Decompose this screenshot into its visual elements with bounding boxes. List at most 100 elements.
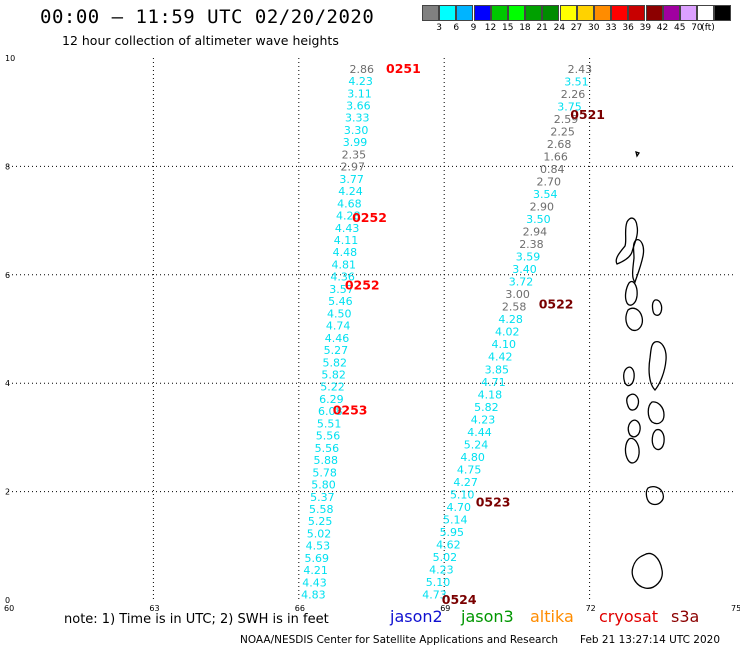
map-axes: 60 63 66 69 72 75 0 2 4 6 8 10: [4, 54, 740, 613]
island-outline: [651, 299, 663, 316]
colorbar-swatch: [508, 5, 525, 21]
wave-height-value: 3.85: [485, 363, 510, 376]
pass-time-label: 0251: [386, 61, 421, 76]
x-tick-label: 72: [586, 604, 596, 613]
wave-height-value: 2.26: [561, 88, 586, 101]
colorbar-swatch: [473, 5, 491, 21]
wave-height-value: 4.27: [453, 476, 478, 489]
x-tick-label: 60: [4, 604, 14, 613]
wave-height-value: 4.21: [303, 564, 328, 577]
colorbar-swatch: [697, 5, 715, 21]
wave-height-value: 5.10: [426, 576, 451, 589]
wave-height-value: 4.70: [446, 501, 471, 514]
wave-height-value: 4.44: [467, 426, 492, 439]
map-title: 00:00 – 11:59 UTC 02/20/2020: [40, 6, 375, 28]
x-tick-label: 66: [295, 604, 305, 613]
wave-height-value: 2.43: [568, 63, 593, 76]
wave-height-value: 3.33: [345, 112, 370, 125]
colorbar-label: 45: [674, 23, 686, 33]
colorbar-label: 12: [484, 23, 497, 33]
wave-height-value: 4.23: [471, 413, 496, 426]
wave-height-value: 5.14: [443, 513, 468, 526]
pass-time-label: 0252: [345, 278, 380, 293]
wave-height-value: 4.71: [481, 376, 506, 389]
maldives-coastline: [615, 151, 667, 589]
wave-height-value: 5.22: [320, 381, 345, 394]
colorbar-swatch: [490, 5, 508, 21]
satellite-legend-item: altika: [530, 607, 574, 626]
wave-height-value: 3.30: [344, 124, 369, 137]
wave-height-value: 5.27: [324, 344, 349, 357]
wave-height-value: 2.59: [554, 113, 579, 126]
wave-height-value: 5.69: [304, 552, 329, 565]
island-outline: [651, 428, 665, 451]
colorbar-unit: (ft): [701, 23, 715, 33]
pass-time-label: 0252: [352, 210, 387, 225]
island-outline: [631, 239, 645, 284]
wave-height-value: 4.23: [429, 564, 454, 577]
wave-height-value: 3.00: [505, 288, 530, 301]
y-tick-label: 6: [5, 271, 10, 280]
colorbar-label: 21: [536, 23, 548, 33]
colorbar-swatch: [542, 5, 560, 21]
island-outline: [631, 552, 663, 589]
wave-height-value: 2.35: [342, 148, 367, 161]
satellite-legend-item: jason3: [461, 607, 514, 626]
satellite-legend-item: cryosat: [599, 607, 659, 626]
wave-height-value: 5.02: [307, 527, 332, 540]
y-tick-label: 0: [5, 596, 10, 605]
colorbar-label: 3: [436, 23, 442, 33]
wave-height-value: 3.99: [343, 136, 368, 149]
island-outline: [624, 437, 640, 464]
x-tick-label: 69: [440, 604, 450, 613]
wave-height-value: 6.29: [319, 393, 344, 406]
colorbar-label: 9: [470, 23, 477, 33]
wave-height-value: 5.25: [308, 515, 333, 528]
credit-text: NOAA/NESDIS Center for Satellite Applica…: [240, 634, 558, 646]
colorbar-swatch: [645, 5, 663, 21]
colorbar-swatch: [611, 5, 629, 21]
wave-height-value: 3.54: [533, 188, 558, 201]
footer-note: note: 1) Time is in UTC; 2) SWH is in fe…: [64, 612, 329, 627]
wave-height-value: 5.82: [321, 369, 346, 382]
wave-height-value: 2.58: [502, 301, 527, 314]
island-outline: [626, 393, 640, 411]
wave-height-value: 0.84: [540, 163, 565, 176]
colorbar-swatch: [576, 5, 594, 21]
wave-height-value: 2.90: [530, 201, 555, 214]
wave-height-value: 4.74: [326, 320, 351, 333]
wave-height-value: 2.97: [341, 161, 366, 174]
wave-height-value: 6.08: [318, 405, 343, 418]
wave-height-value: 5.82: [474, 401, 499, 414]
pass-time-label: 0253: [333, 402, 368, 417]
colorbar-swatch: [628, 5, 646, 21]
colorbar-label: 18: [519, 23, 531, 33]
colorbar-swatch: [680, 5, 697, 21]
colorbar-swatch: [439, 5, 457, 21]
wave-height-value: 2.86: [350, 63, 375, 76]
wave-height-value: 4.18: [478, 388, 503, 401]
colorbar-label: 42: [656, 23, 669, 33]
wave-height-value: 5.02: [433, 551, 458, 564]
colorbar-swatch: [714, 5, 732, 21]
wave-height-value: 4.48: [333, 246, 358, 259]
colorbar-swatch: [662, 5, 680, 21]
colorbar-swatch: [422, 5, 439, 21]
map-subtitle: 12 hour collection of altimeter wave hei…: [62, 33, 339, 48]
wave-height-value: 4.10: [491, 338, 516, 351]
wave-height-value: 5.51: [317, 417, 342, 430]
island-outline: [635, 151, 641, 158]
satellite-legend-item: jason2: [390, 607, 443, 626]
wave-height-value: 4.28: [498, 313, 523, 326]
wave-height-value: 4.28: [336, 210, 361, 223]
wave-height-value: 3.40: [512, 263, 537, 276]
y-tick-label: 8: [5, 162, 10, 171]
wave-height-value: 3.72: [509, 276, 534, 289]
wave-height-value: 4.68: [337, 197, 362, 210]
wave-height-value: 5.82: [323, 356, 348, 369]
pass-time-label: 0524: [442, 592, 477, 607]
wave-height-value: 2.38: [519, 238, 544, 251]
wave-height-value: 5.58: [309, 503, 334, 516]
pass-time-label: 0523: [476, 494, 511, 509]
